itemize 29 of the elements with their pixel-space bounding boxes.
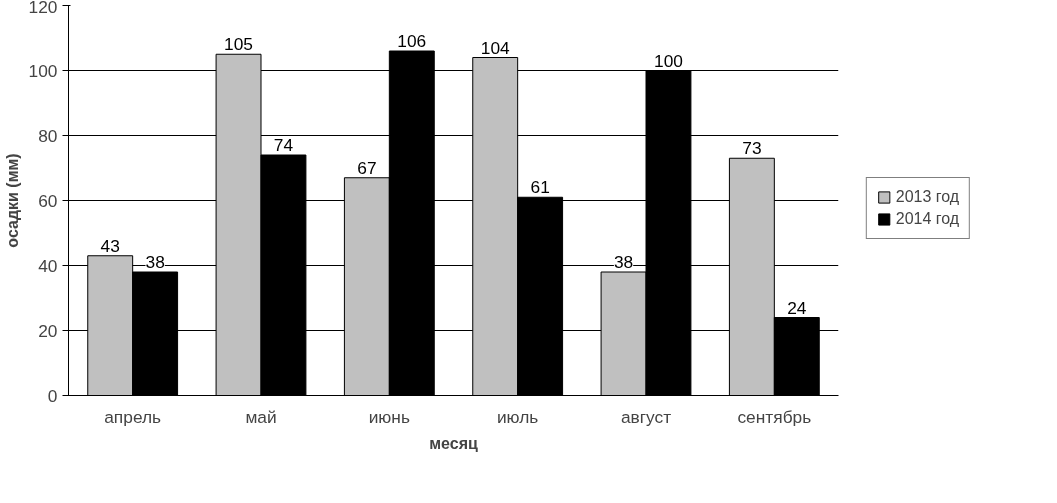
data-label: 100 [654,50,683,71]
x-tick-label: июль [496,406,539,427]
y-tick-label: 120 [28,0,58,17]
y-tick-label: 20 [38,320,58,341]
data-label: 38 [145,252,165,272]
data-label: 105 [224,34,254,55]
data-label: 38 [613,252,634,272]
y-tick-label: 0 [47,385,58,406]
x-tick-label: июнь [368,406,410,427]
legend-label: 2014 год [895,210,960,228]
x-tick-label: апрель [104,406,162,427]
data-label: 43 [100,235,120,256]
data-label: 24 [787,297,807,318]
y-tick-label: 100 [28,60,58,81]
y-tick-label: 80 [38,125,58,146]
x-axis-title: месяц [429,434,478,452]
data-label: 74 [273,135,294,155]
data-label: 106 [397,31,427,51]
data-label: 104 [480,37,511,58]
data-label: 61 [530,177,550,198]
y-tick-label: 40 [38,255,58,276]
x-tick-label: май [245,406,277,427]
x-tick-label: август [620,406,672,427]
data-label: 67 [357,157,377,178]
legend-label: 2013 год [895,188,960,206]
data-label: 73 [742,138,762,159]
y-tick-label: 60 [38,190,58,211]
x-tick-label: сентябрь [737,406,812,427]
y-axis-title: осадки (мм) [3,153,21,248]
